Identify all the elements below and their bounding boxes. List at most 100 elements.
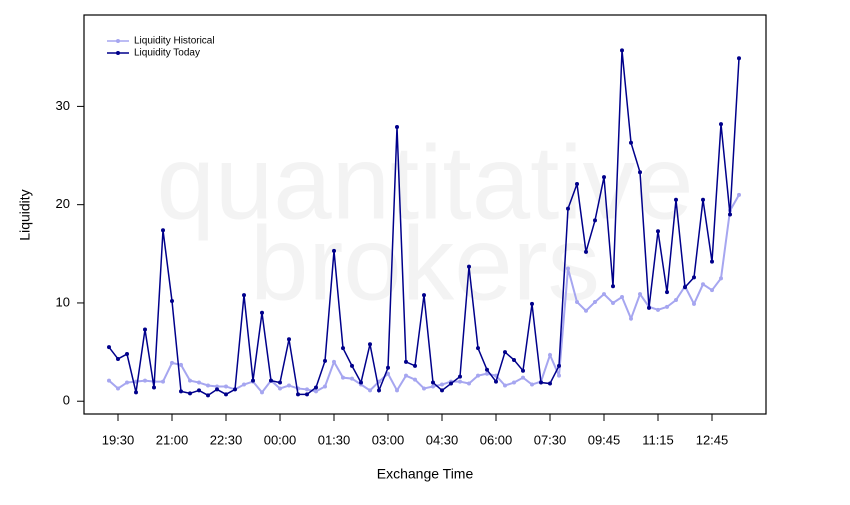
data-point: [170, 298, 174, 303]
data-point: [368, 342, 372, 347]
data-point: [215, 384, 219, 389]
x-tick-label: 06:00: [480, 432, 513, 447]
data-point: [521, 368, 525, 373]
data-point: [350, 376, 354, 381]
data-point: [179, 389, 183, 394]
data-point: [548, 353, 552, 358]
data-point: [575, 182, 579, 187]
data-point: [467, 381, 471, 386]
data-point: [323, 384, 327, 389]
data-point: [260, 310, 264, 315]
data-point: [242, 382, 246, 387]
data-point: [395, 388, 399, 393]
data-point: [503, 383, 507, 388]
data-point: [539, 380, 543, 385]
data-point: [467, 264, 471, 269]
data-point: [485, 367, 489, 372]
data-point: [719, 276, 723, 281]
data-point: [305, 387, 309, 392]
data-point: [629, 316, 633, 321]
data-point: [386, 365, 390, 370]
x-tick-label: 04:30: [426, 432, 459, 447]
data-point: [512, 357, 516, 362]
data-point: [710, 259, 714, 264]
data-point: [575, 299, 579, 304]
data-point: [296, 392, 300, 397]
x-tick-label: 03:00: [372, 432, 405, 447]
data-point: [206, 393, 210, 398]
data-point: [728, 212, 732, 217]
data-point: [665, 304, 669, 309]
data-point: [512, 380, 516, 385]
plot-frame: [83, 14, 767, 415]
data-point: [395, 125, 399, 130]
data-point: [620, 295, 624, 300]
data-point: [737, 192, 741, 197]
legend-label: Liquidity Today: [134, 48, 200, 59]
x-tick-label: 22:30: [210, 432, 243, 447]
data-point: [359, 380, 363, 385]
data-point: [674, 197, 678, 202]
data-point: [287, 337, 291, 342]
data-point: [224, 392, 228, 397]
data-point: [143, 378, 147, 383]
y-tick-label: 0: [63, 393, 70, 408]
data-point: [332, 359, 336, 364]
x-tick-label: 09:45: [588, 432, 621, 447]
data-point: [278, 380, 282, 385]
y-tick-label: 30: [56, 98, 70, 113]
y-axis-title: Liquidity: [17, 189, 33, 240]
data-point: [233, 387, 237, 392]
data-point: [314, 389, 318, 394]
data-point: [476, 373, 480, 378]
data-point: [260, 390, 264, 395]
data-point: [116, 386, 120, 391]
legend-marker: [116, 51, 120, 55]
data-point: [287, 383, 291, 388]
data-point: [638, 170, 642, 175]
data-point: [368, 388, 372, 393]
data-point: [557, 373, 561, 378]
data-point: [152, 385, 156, 390]
data-point: [440, 382, 444, 387]
data-point: [593, 299, 597, 304]
x-tick-label: 00:00: [264, 432, 297, 447]
data-point: [602, 175, 606, 180]
data-point: [314, 385, 318, 390]
data-point: [485, 371, 489, 376]
data-point: [197, 380, 201, 385]
data-point: [431, 380, 435, 385]
data-point: [701, 197, 705, 202]
data-point: [584, 249, 588, 254]
x-axis-title: Exchange Time: [377, 466, 474, 482]
data-point: [269, 378, 273, 383]
data-point: [458, 374, 462, 379]
data-point: [404, 359, 408, 364]
data-point: [170, 360, 174, 365]
data-point: [701, 282, 705, 287]
data-point: [665, 290, 669, 295]
data-point: [692, 275, 696, 280]
data-point: [584, 308, 588, 313]
data-point: [692, 301, 696, 306]
legend-marker: [116, 39, 120, 43]
x-tick-label: 21:00: [156, 432, 189, 447]
data-point: [161, 379, 165, 384]
data-point: [242, 293, 246, 298]
data-point: [620, 48, 624, 53]
data-point: [593, 218, 597, 223]
data-point: [332, 248, 336, 253]
legend-label: Liquidity Historical: [134, 36, 215, 47]
data-point: [143, 327, 147, 332]
data-point: [188, 391, 192, 396]
y-tick-label: 10: [56, 294, 70, 309]
data-point: [611, 300, 615, 305]
data-point: [305, 392, 309, 397]
data-point: [557, 363, 561, 368]
data-point: [674, 298, 678, 302]
data-point: [404, 373, 408, 378]
data-point: [629, 140, 633, 145]
data-point: [377, 388, 381, 393]
data-point: [548, 381, 552, 386]
